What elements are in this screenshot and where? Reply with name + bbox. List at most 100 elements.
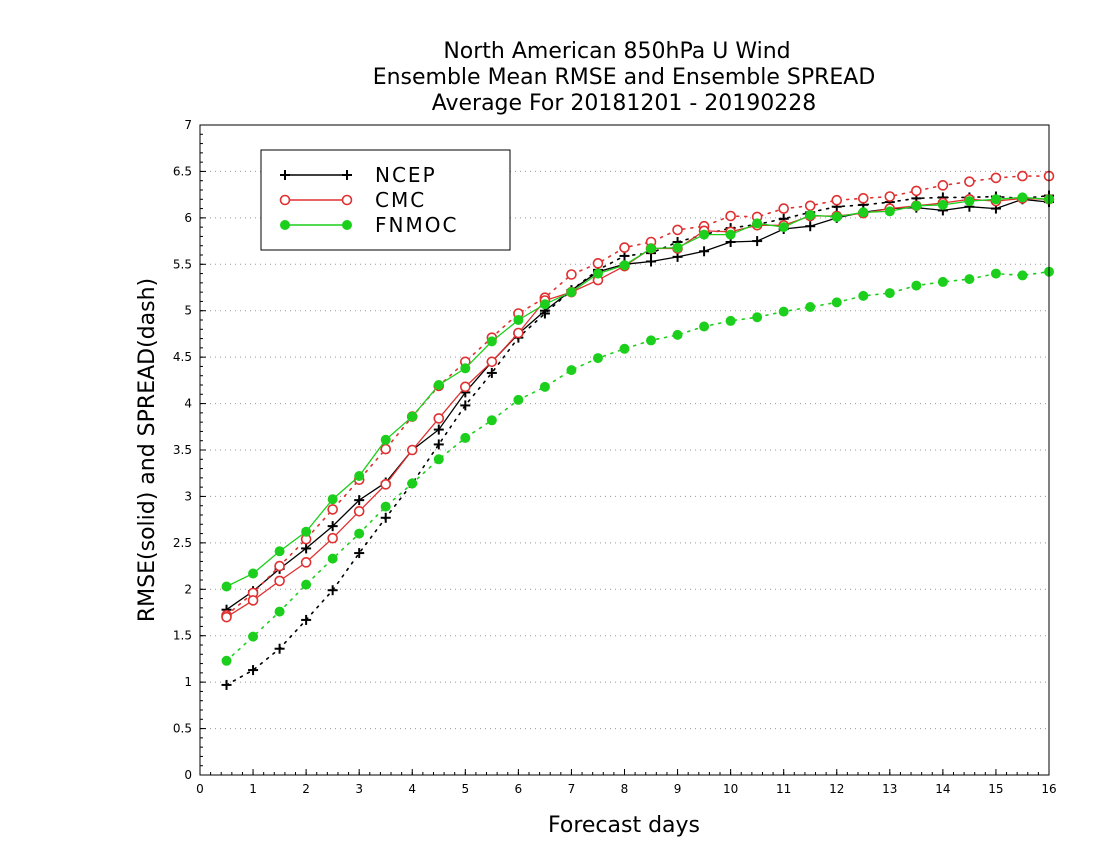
rmse-point — [274, 575, 285, 587]
rmse-point — [513, 327, 524, 339]
rmse-point — [937, 199, 948, 210]
rmse-line-fnmoc — [226, 196, 1050, 588]
spread-point — [725, 210, 736, 222]
x-axis-title: Forecast days — [548, 813, 700, 838]
y-tick-label: 6.5 — [173, 164, 192, 178]
spread-point — [857, 193, 869, 204]
rmse-point — [699, 229, 710, 240]
rmse-point — [406, 444, 418, 456]
rmse-point — [858, 207, 869, 218]
spread-point — [831, 297, 842, 308]
spread-point — [752, 312, 763, 323]
rmse-line-cmc — [226, 197, 1050, 618]
rmse-point — [301, 526, 312, 537]
x-tick-label: 11 — [776, 782, 791, 796]
legend-marker — [280, 220, 290, 230]
spread-point — [725, 315, 736, 326]
rmse-point — [300, 557, 312, 568]
spread-point — [990, 268, 1001, 279]
legend-marker — [341, 194, 353, 206]
y-tick-label: 2 — [184, 582, 192, 596]
chart-title: North American 850hPa U Wind Ensemble Me… — [373, 39, 876, 116]
rmse-point — [380, 479, 392, 490]
rmse-point — [247, 595, 259, 606]
x-tick-label: 15 — [988, 782, 1003, 796]
legend-label: FNMOC — [375, 213, 458, 237]
x-tick-label: 6 — [515, 782, 523, 796]
rmse-point — [539, 299, 550, 310]
spread-point — [699, 321, 710, 332]
spread-point — [566, 269, 577, 280]
spread-point — [592, 258, 604, 269]
legend-marker — [342, 170, 352, 180]
spread-point — [566, 365, 577, 376]
spread-point — [486, 367, 497, 378]
rmse-point — [805, 210, 816, 221]
spread-point — [274, 560, 285, 572]
rmse-point — [566, 287, 577, 298]
rmse-point — [778, 222, 789, 233]
spread-point — [592, 353, 603, 364]
spread-point — [327, 504, 338, 515]
rmse-point — [964, 196, 975, 207]
spread-point — [646, 335, 657, 346]
x-tick-label: 13 — [882, 782, 897, 796]
title-line-3: Average For 20181201 - 20190228 — [432, 91, 817, 116]
x-tick-label: 4 — [408, 782, 416, 796]
y-tick-label: 1.5 — [173, 629, 192, 643]
rmse-point — [699, 246, 710, 257]
spread-line-ncep — [225, 194, 1050, 686]
spread-line-fnmoc — [225, 270, 1050, 662]
rmse-point — [672, 242, 683, 253]
spread-point — [964, 274, 975, 285]
spread-point — [301, 579, 312, 590]
spread-point — [221, 679, 232, 690]
rmse-point — [646, 256, 657, 267]
spread-point — [248, 665, 259, 676]
spread-point — [221, 655, 232, 666]
rmse-point — [221, 581, 232, 592]
rmse-point — [433, 413, 445, 424]
x-tick-label: 2 — [302, 782, 310, 796]
y-tick-label: 4 — [184, 397, 192, 411]
spread-point — [433, 454, 444, 465]
x-tick-label: 8 — [621, 782, 629, 796]
spread-point — [248, 631, 259, 642]
x-tick-label: 14 — [935, 782, 950, 796]
spread-point — [778, 306, 789, 317]
y-axis-title: RMSE(solid) and SPREAD(dash) — [135, 278, 160, 622]
rmse-point — [513, 315, 524, 325]
rmse-point — [486, 336, 497, 347]
spread-point — [964, 176, 975, 187]
spread-point — [433, 439, 444, 450]
spread-point — [778, 203, 789, 214]
rmse-point — [353, 505, 365, 517]
spread-point — [672, 329, 683, 340]
rmse-point — [1017, 192, 1028, 203]
rmse-point — [831, 211, 842, 222]
rmse-point — [990, 194, 1001, 205]
rmse-point — [354, 471, 365, 481]
rmse-point — [460, 363, 471, 374]
rmse-point — [725, 229, 736, 240]
y-tick-label: 0.5 — [173, 722, 192, 736]
spread-point — [380, 512, 391, 523]
title-line-2: Ensemble Mean RMSE and Ensemble SPREAD — [373, 65, 876, 90]
spread-point — [831, 194, 843, 206]
x-tick-label: 9 — [674, 782, 682, 796]
title-line-1: North American 850hPa U Wind — [443, 39, 790, 64]
spread-point — [301, 614, 312, 625]
y-tick-label: 2.5 — [173, 536, 192, 550]
y-tick-label: 4.5 — [173, 350, 192, 364]
spread-point — [380, 501, 391, 512]
spread-point — [460, 400, 471, 411]
rmse-point — [460, 381, 471, 393]
spread-point — [911, 185, 922, 197]
spread-point — [858, 290, 869, 301]
spread-point — [937, 276, 948, 287]
spread-point — [274, 606, 285, 617]
spread-point — [990, 172, 1002, 184]
spread-point — [1017, 170, 1028, 182]
